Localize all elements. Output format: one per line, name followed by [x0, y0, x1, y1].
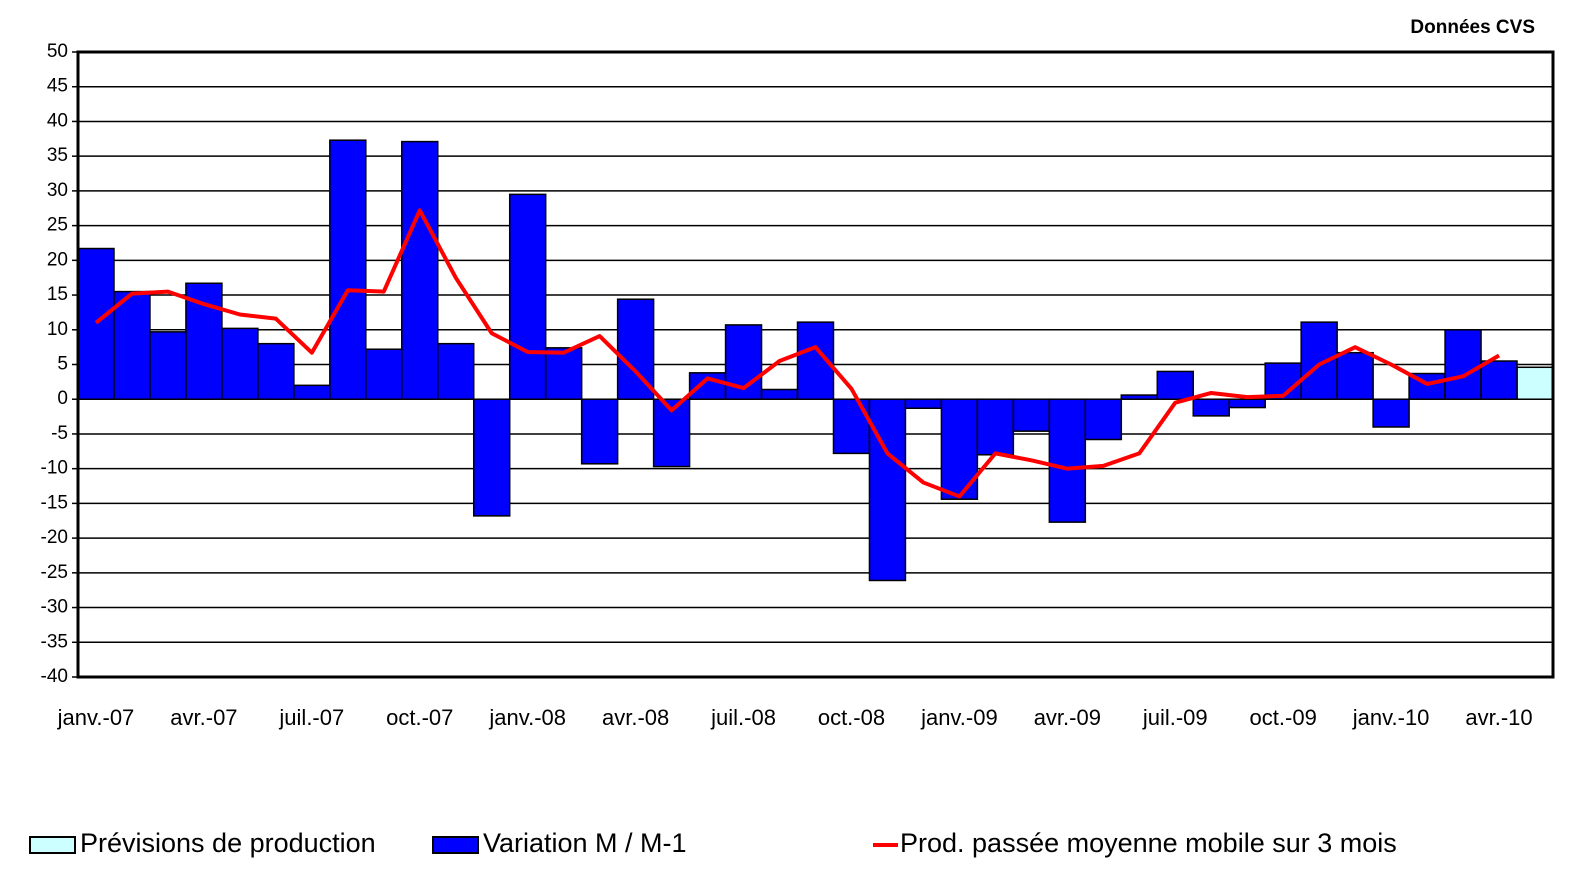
bar: [1372, 398, 1410, 428]
bar: [1192, 398, 1230, 417]
x-tick-label: avr.-09: [1034, 705, 1101, 730]
y-tick-label: 5: [57, 354, 68, 375]
bar: [113, 290, 151, 400]
x-tick-label: juil.-08: [710, 705, 776, 730]
bar: [1480, 360, 1518, 400]
x-tick-label: janv.-08: [488, 705, 566, 730]
y-tick-label: 10: [47, 319, 68, 340]
bar: [976, 398, 1015, 456]
bar: [77, 247, 115, 400]
y-tick-label: 50: [47, 41, 68, 62]
y-tick-label: -10: [41, 458, 68, 479]
x-tick-label: oct.-08: [818, 705, 885, 730]
bar: [149, 331, 187, 400]
bar: [580, 398, 619, 465]
bar: [1120, 394, 1159, 400]
y-tick-label: -5: [51, 423, 68, 444]
x-tick-label: juil.-07: [278, 705, 344, 730]
y-tick-label: 15: [47, 284, 68, 305]
bar: [437, 342, 475, 400]
x-tick-label: avr.-08: [602, 705, 669, 730]
x-tick-label: avr.-10: [1465, 705, 1532, 730]
bar: [760, 388, 799, 400]
bar: [1300, 321, 1338, 400]
line: [94, 208, 1501, 499]
legend-swatch: [29, 836, 76, 854]
bar: [257, 342, 295, 400]
x-tick-label: oct.-09: [1250, 705, 1317, 730]
bar: [1516, 366, 1554, 400]
x-tick-label: janv.-09: [920, 705, 998, 730]
bar: [1084, 398, 1123, 441]
bar: [796, 321, 835, 400]
y-tick-label: -30: [41, 597, 68, 618]
bar: [1048, 398, 1087, 523]
y-tick-label: -40: [41, 666, 68, 687]
legend-label: Prévisions de production: [80, 828, 376, 858]
y-tick-label: 35: [47, 145, 68, 166]
bar: [508, 193, 547, 400]
bar: [868, 398, 907, 582]
y-tick-label: 45: [47, 76, 68, 97]
y-tick-label: -20: [41, 527, 68, 548]
bar: [1156, 370, 1194, 400]
bar: [1012, 398, 1051, 432]
bar: [365, 348, 403, 400]
annotation: Données CVS: [1410, 17, 1535, 38]
bar: [1228, 398, 1266, 409]
y-tick-label: 20: [47, 249, 68, 270]
bar: [904, 398, 943, 410]
bar: [544, 347, 583, 400]
legend-label: Prod. passée moyenne mobile sur 3 mois: [900, 828, 1397, 858]
bar: [221, 327, 259, 400]
x-tick-label: janv.-07: [57, 705, 135, 730]
bar: [1336, 351, 1374, 400]
y-tick-label: 40: [47, 110, 68, 131]
bar: [1444, 329, 1482, 400]
legend-swatch: [432, 836, 479, 854]
y-tick-label: -35: [41, 631, 68, 652]
x-tick-label: janv.-10: [1352, 705, 1430, 730]
legend-label: Variation M / M-1: [483, 828, 687, 858]
plot-border: [76, 50, 1555, 679]
y-tick-label: -15: [41, 492, 68, 513]
bar: [329, 139, 367, 400]
x-tick-label: juil.-09: [1142, 705, 1208, 730]
x-tick-label: oct.-07: [386, 705, 453, 730]
y-tick-label: 30: [47, 180, 68, 201]
bar: [293, 384, 331, 400]
y-tick-label: 25: [47, 215, 68, 236]
x-tick-label: avr.-07: [170, 705, 237, 730]
bar: [401, 140, 439, 400]
bar: [472, 398, 511, 517]
y-tick-label: 0: [57, 388, 68, 409]
y-tick-label: -25: [41, 562, 68, 583]
